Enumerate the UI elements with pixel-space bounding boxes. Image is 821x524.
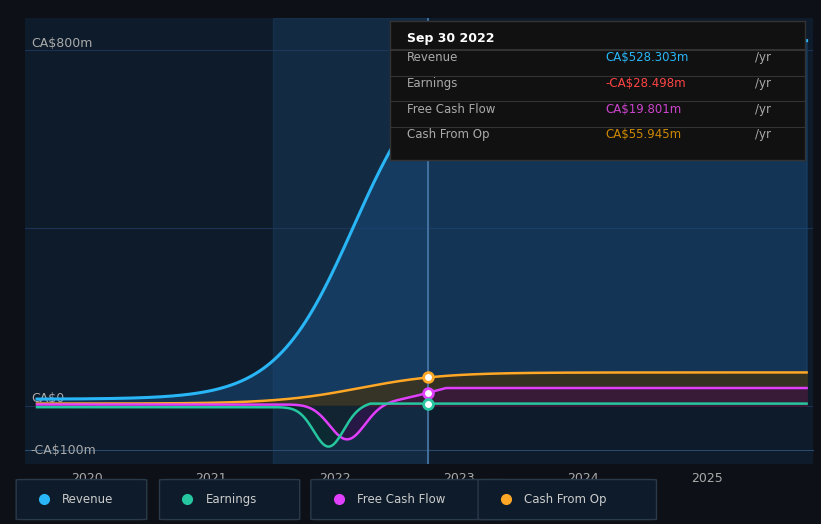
Text: /yr: /yr — [754, 77, 771, 90]
Text: CA$55.945m: CA$55.945m — [606, 128, 681, 141]
Text: Past: Past — [396, 63, 422, 76]
Text: /yr: /yr — [754, 51, 771, 64]
Text: Sep 30 2022: Sep 30 2022 — [406, 32, 494, 45]
Text: CA$19.801m: CA$19.801m — [606, 103, 681, 116]
Text: Earnings: Earnings — [206, 493, 257, 506]
Text: CA$528.303m: CA$528.303m — [606, 51, 689, 64]
Text: -CA$100m: -CA$100m — [31, 444, 97, 457]
Text: Earnings: Earnings — [406, 77, 458, 90]
Text: Free Cash Flow: Free Cash Flow — [357, 493, 446, 506]
Text: CA$800m: CA$800m — [31, 37, 92, 50]
Text: Analysts Forecasts: Analysts Forecasts — [434, 63, 551, 76]
FancyBboxPatch shape — [478, 479, 657, 520]
Text: -CA$28.498m: -CA$28.498m — [606, 77, 686, 90]
Text: /yr: /yr — [754, 128, 771, 141]
Text: Cash From Op: Cash From Op — [525, 493, 607, 506]
Text: CA$0: CA$0 — [31, 392, 64, 405]
Text: Revenue: Revenue — [62, 493, 114, 506]
Text: Free Cash Flow: Free Cash Flow — [406, 103, 495, 116]
FancyBboxPatch shape — [16, 479, 147, 520]
Text: /yr: /yr — [754, 103, 771, 116]
FancyBboxPatch shape — [159, 479, 300, 520]
Text: Revenue: Revenue — [406, 51, 458, 64]
FancyBboxPatch shape — [311, 479, 508, 520]
Bar — [273, 18, 428, 464]
Text: Cash From Op: Cash From Op — [406, 128, 489, 141]
